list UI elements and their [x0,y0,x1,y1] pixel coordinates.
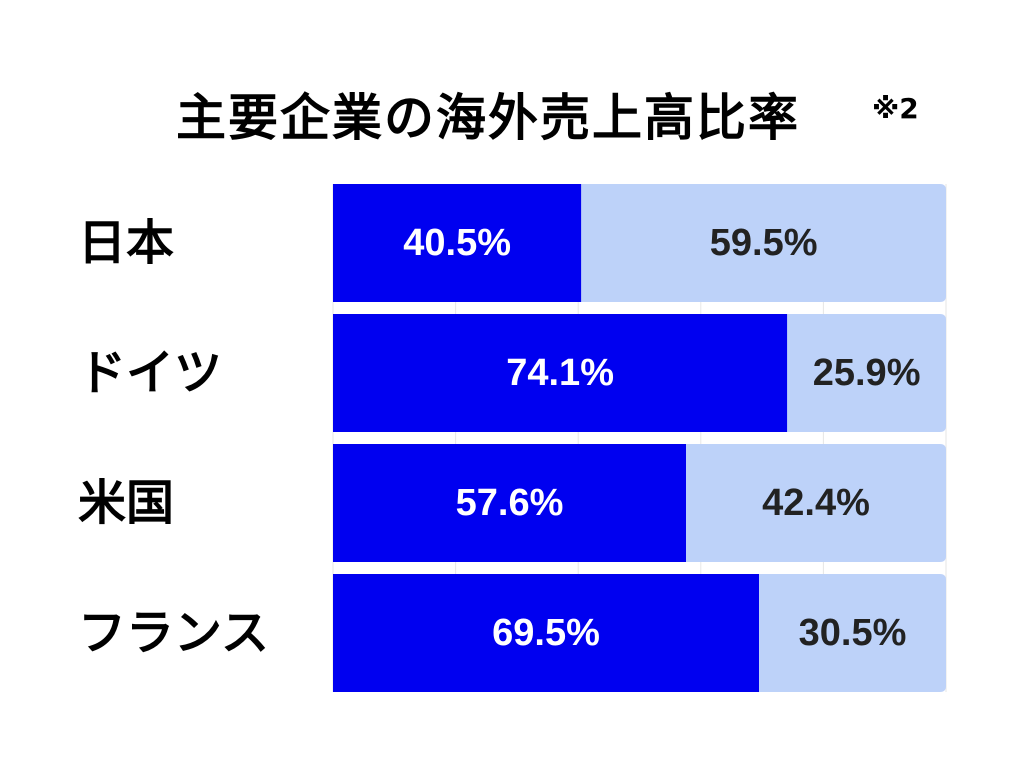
bar-segment [759,574,946,692]
chart-title: 主要企業の海外売上高比率 [176,89,800,147]
data-label: 74.1% [506,352,614,394]
data-label: 25.9% [813,352,921,394]
bar-segment [787,314,946,432]
category-label: 米国 [78,475,174,531]
footnote-mark: ※2 [872,92,919,125]
bar-segment [333,314,788,432]
bar-segment [333,574,760,692]
data-label: 40.5% [403,222,511,264]
bar-segment [333,444,687,562]
category-label: ドイツ [78,345,222,401]
category-label: 日本 [78,215,174,271]
data-label: 30.5% [799,612,907,654]
data-label: 57.6% [456,482,564,524]
data-label: 59.5% [710,222,818,264]
category-label: フランス [78,605,269,661]
bar-segment [581,184,946,302]
bar-segment [333,184,582,302]
data-label: 42.4% [762,482,870,524]
data-label: 69.5% [492,612,600,654]
bar-segment [686,444,946,562]
